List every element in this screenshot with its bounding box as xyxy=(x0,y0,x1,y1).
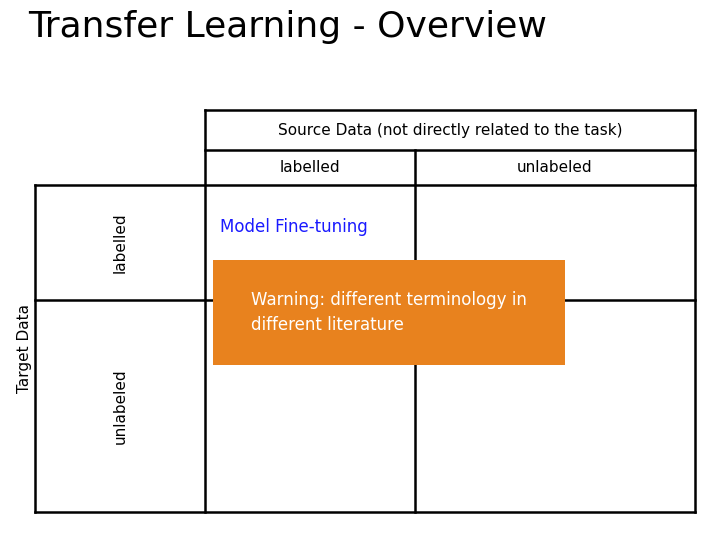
Text: unlabeled: unlabeled xyxy=(112,368,127,444)
Text: labelled: labelled xyxy=(279,160,341,175)
Text: Warning: different terminology in
different literature: Warning: different terminology in differ… xyxy=(251,291,527,334)
Text: Target Data: Target Data xyxy=(17,304,32,393)
Bar xyxy=(213,260,565,365)
Text: Model Fine-tuning: Model Fine-tuning xyxy=(220,219,368,237)
Text: Transfer Learning - Overview: Transfer Learning - Overview xyxy=(28,10,547,44)
Text: unlabeled: unlabeled xyxy=(517,160,593,175)
Text: Source Data (not directly related to the task): Source Data (not directly related to the… xyxy=(278,123,622,138)
Text: labelled: labelled xyxy=(112,212,127,273)
